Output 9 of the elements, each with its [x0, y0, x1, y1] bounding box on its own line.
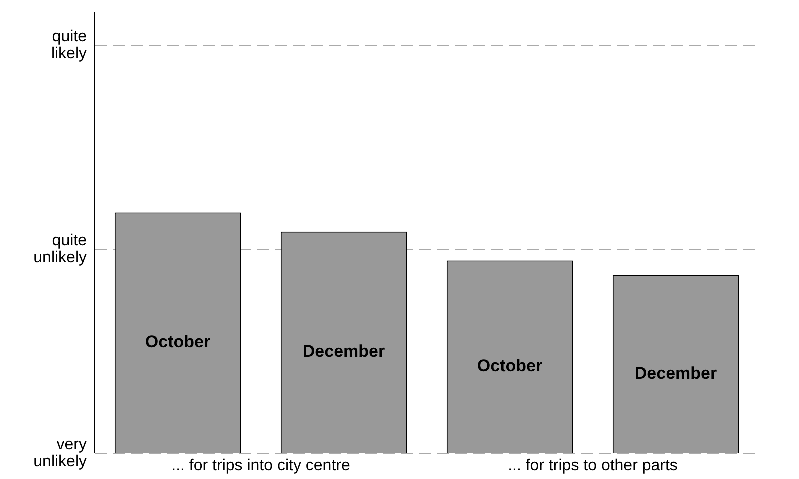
- ref-line-label: quite likely: [51, 28, 88, 62]
- ref-line-label: quite unlikely: [34, 232, 88, 266]
- x-tick-label: December: [634, 364, 718, 383]
- text: ... for trips into city centre: [172, 457, 350, 474]
- x-tick-label: October: [477, 356, 543, 376]
- x-tick-label: October: [145, 332, 211, 352]
- x-tick-label: December: [302, 342, 386, 362]
- ref-line-label: very unlikely: [34, 436, 87, 470]
- text: ... for trips to other parts: [508, 457, 678, 474]
